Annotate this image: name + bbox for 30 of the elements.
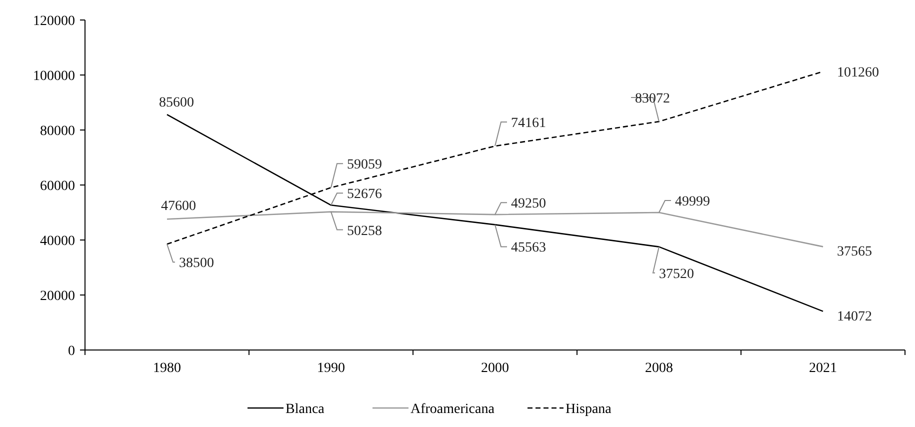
y-tick-label: 100000 (33, 69, 75, 84)
legend-label: Blanca (286, 402, 326, 417)
data-label: 14072 (837, 309, 872, 324)
data-label: 74161 (511, 116, 546, 132)
x-tick-label: 1990 (317, 361, 345, 376)
y-tick-label: 20000 (40, 289, 75, 304)
data-label: 38500 (179, 256, 214, 272)
data-label: 85600 (159, 96, 194, 111)
data-label: 83072 (635, 92, 670, 107)
data-label: 50258 (347, 224, 382, 239)
y-tick-label: 80000 (40, 124, 75, 139)
legend-label: Afroamericana (410, 402, 496, 417)
data-label: 49999 (675, 194, 710, 210)
x-tick-label: 2008 (645, 361, 673, 376)
y-tick-label: 60000 (40, 179, 75, 194)
data-label: 49250 (511, 196, 546, 212)
data-label: 45563 (511, 240, 546, 256)
data-label: 52676 (347, 187, 382, 202)
legend-label: Hispana (566, 402, 612, 417)
data-label: 37565 (837, 244, 872, 260)
x-tick-label: 1980 (153, 361, 181, 376)
x-tick-label: 2021 (809, 361, 837, 376)
y-tick-label: 120000 (33, 14, 75, 29)
x-tick-label: 2000 (481, 361, 509, 376)
data-label: 101260 (837, 66, 879, 81)
y-tick-label: 0 (68, 344, 75, 359)
data-label: 37520 (659, 266, 694, 282)
data-label: 59059 (347, 158, 382, 173)
y-tick-label: 40000 (40, 234, 75, 249)
data-label: 47600 (161, 199, 196, 214)
